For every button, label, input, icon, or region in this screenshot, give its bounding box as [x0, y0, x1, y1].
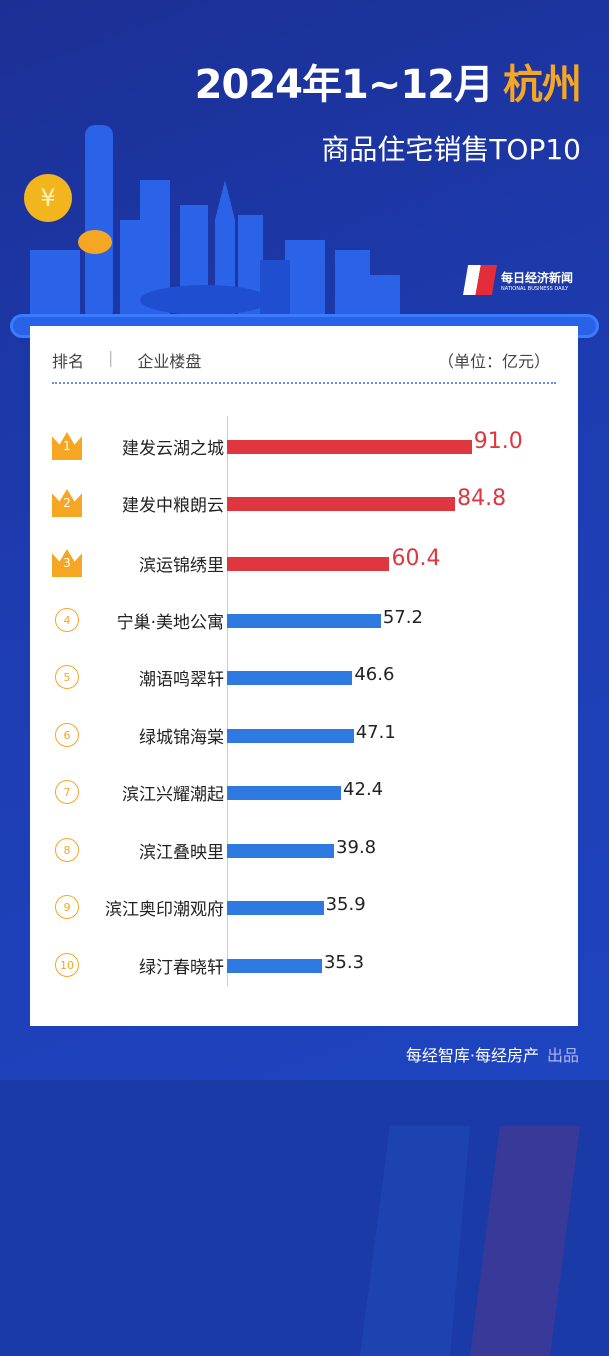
- bar: [227, 614, 381, 628]
- bar: [227, 786, 342, 800]
- data-label: 35.9: [325, 894, 366, 915]
- bar: [227, 901, 324, 915]
- bar: [227, 557, 390, 571]
- data-label: 47.1: [355, 722, 396, 743]
- ranking-card: 排名 | 企业楼盘 （单位：亿元） 1 建发云湖之城 91.0 2 建发中粮朗云 …: [30, 326, 580, 1356]
- rank-badge: 5: [55, 665, 79, 689]
- bar-row: 4 宁巢·美地公寓 57.2: [30, 600, 578, 640]
- coin-icon: [78, 230, 112, 254]
- title-line2: 商品住宅销售TOP10: [321, 133, 581, 166]
- bar-row: 8 滨江叠映里 39.8: [30, 830, 578, 870]
- bar-row: 7 滨江兴耀潮起 42.4: [30, 772, 578, 812]
- bar-label: 绿城锦海棠: [139, 728, 224, 748]
- header-rank: 排名: [52, 352, 85, 371]
- coin-icon: [24, 174, 72, 222]
- rank-badge: 7: [55, 780, 79, 804]
- city-skyline-illustration: ¥: [24, 125, 400, 320]
- header-unit: （单位：亿元）: [437, 352, 550, 371]
- bar-label: 滨江兴耀潮起: [122, 785, 224, 805]
- dotted-divider: [52, 382, 556, 384]
- rank-badge: 10: [55, 953, 79, 977]
- data-label: 46.6: [354, 664, 395, 685]
- bar-label: 建发云湖之城: [122, 439, 224, 459]
- bar-row: 2 建发中粮朗云 84.8: [30, 483, 578, 523]
- data-label: 91.0: [473, 429, 523, 454]
- bar-row: 1 建发云湖之城 91.0: [30, 426, 578, 466]
- data-label: 42.4: [343, 779, 384, 800]
- bar-label: 绿汀春晓轩: [139, 958, 224, 978]
- bar-label: 滨江奥印潮观府: [105, 900, 224, 920]
- bar-row: 5 潮语鸣翠轩 46.6: [30, 657, 578, 697]
- watermark-logo: [360, 1126, 580, 1356]
- rank-badge: 4: [55, 608, 79, 632]
- data-label: 35.3: [323, 952, 365, 973]
- title-line1: 2024年1~12月 杭州: [194, 62, 582, 108]
- bar: [227, 440, 472, 454]
- bar-label: 滨运锦绣里: [139, 556, 224, 576]
- rank-badge: 9: [55, 895, 79, 919]
- data-label: 84.8: [457, 486, 507, 511]
- bar: [227, 497, 456, 511]
- crown-icon: 1: [52, 432, 82, 460]
- crown-icon: 3: [52, 549, 82, 577]
- bar-label: 宁巢·美地公寓: [116, 613, 224, 633]
- bar-row: 9 滨江奥印潮观府 35.9: [30, 887, 578, 927]
- bar-row: 10 绿汀春晓轩 35.3: [30, 945, 578, 985]
- svg-text:¥: ¥: [40, 184, 55, 212]
- bar: [227, 959, 322, 973]
- bar-label: 滨江叠映里: [139, 843, 224, 863]
- bar-label: 建发中粮朗云: [122, 496, 224, 516]
- table-header: 排名 | 企业楼盘 （单位：亿元）: [52, 348, 550, 371]
- rank-badge: 8: [55, 838, 79, 862]
- nbd-logo-icon: [463, 265, 497, 295]
- bar: [227, 844, 335, 858]
- data-label: 39.8: [336, 837, 377, 858]
- header-name: 企业楼盘: [137, 352, 202, 371]
- rank-badge: 6: [55, 723, 79, 747]
- axis-line: [227, 416, 228, 986]
- bar-row: 6 绿城锦海棠 47.1: [30, 715, 578, 755]
- bar: [227, 729, 354, 743]
- data-label: 57.2: [382, 607, 423, 628]
- footer-credit: 每经智库·每经房产 出品: [405, 1046, 579, 1065]
- bar-label: 潮语鸣翠轩: [139, 670, 224, 690]
- nbd-logo: 每日经济新闻 NATIONAL BUSINESS DAILY: [463, 265, 573, 295]
- bar: [227, 671, 353, 685]
- title-city: 杭州: [503, 62, 582, 108]
- crown-icon: 2: [52, 489, 82, 517]
- data-label: 60.4: [391, 546, 441, 571]
- bar-row: 3 滨运锦绣里 60.4: [30, 543, 578, 583]
